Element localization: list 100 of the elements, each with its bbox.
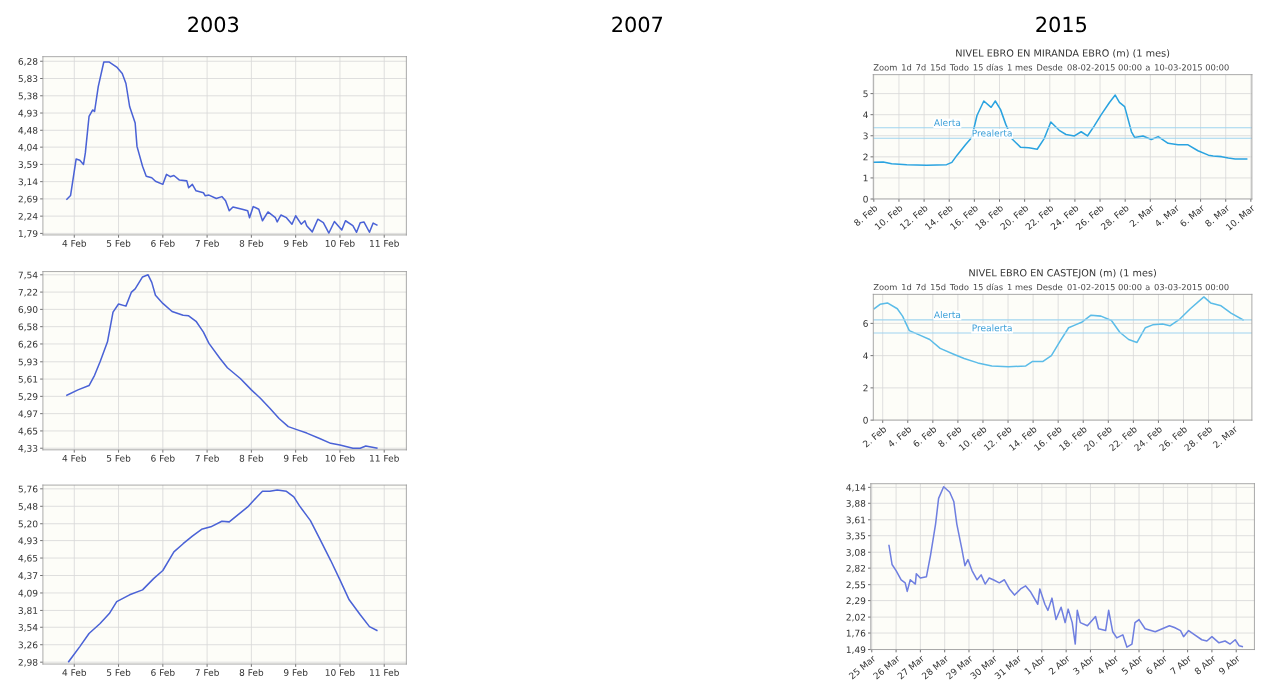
y-tick-label: 3,59 xyxy=(18,161,38,169)
x-tick-label: 2. Feb xyxy=(862,425,887,448)
y-tick-label: 7,54 xyxy=(18,271,38,280)
y-tick-label: 5,93 xyxy=(18,358,38,367)
x-tick-label: 5 Feb xyxy=(106,668,131,676)
y-tick-label: 3,54 xyxy=(18,623,38,632)
text: 1d xyxy=(902,64,912,71)
y-tick-label: 2 xyxy=(863,384,868,392)
x-tick-label: 2. Mar xyxy=(1129,203,1155,228)
y-tick-label: 3,08 xyxy=(846,548,866,557)
x-tick-label: 9 Feb xyxy=(283,668,308,676)
y-tick-label: 6,58 xyxy=(18,323,38,332)
text: 15d xyxy=(931,64,946,71)
x-tick-label: 7 Feb xyxy=(195,668,219,676)
x-tick-label: 8 Feb xyxy=(239,668,264,676)
x-tick-label: 5 Abr xyxy=(1121,654,1144,675)
y-tick-label: 4 xyxy=(863,352,868,360)
chart-title: NIVEL EBRO EN MIRANDA EBRO (m) (1 mes) xyxy=(956,49,1170,58)
x-tick-label: 7 Feb xyxy=(195,454,219,462)
y-tick-label: 3,88 xyxy=(846,500,866,508)
y-tick-label: 2 xyxy=(863,153,868,161)
text: a xyxy=(1145,285,1150,291)
y-tick-label: 2,82 xyxy=(846,564,866,573)
y-tick-label: 5,48 xyxy=(18,503,38,511)
y-tick-label: 5,83 xyxy=(18,75,38,83)
x-tick-label: 9 Feb xyxy=(283,239,308,247)
text: 2007 xyxy=(612,16,663,33)
x-tick-label: 10 Feb xyxy=(325,239,355,247)
x-tick-label: 6 Feb xyxy=(151,668,175,676)
text: 1 mes xyxy=(1007,64,1033,71)
text: 7d xyxy=(916,283,926,291)
y-tick-label: 4,93 xyxy=(18,537,38,546)
y-tick-label: 5,76 xyxy=(18,485,38,494)
text: 2003 xyxy=(188,16,239,33)
y-tick-label: 1,49 xyxy=(846,646,866,655)
x-tick-label: 7 Feb xyxy=(195,239,219,247)
y-tick-label: 6,28 xyxy=(18,57,38,66)
x-tick-label: 6 Feb xyxy=(151,239,175,247)
y-tick-label: 3,26 xyxy=(18,641,38,650)
text: 03-03-2015 00:00 xyxy=(1154,283,1229,291)
x-tick-label: 11 Feb xyxy=(370,239,399,247)
line-series xyxy=(888,485,1244,648)
ref-line-label: Alerta xyxy=(933,119,961,126)
text: 15d xyxy=(931,283,946,291)
text: 2015 xyxy=(1036,16,1087,33)
line-series xyxy=(66,61,378,234)
y-tick-label: 5,38 xyxy=(18,92,38,101)
ref-line-label: Prealerta xyxy=(972,324,1012,332)
y-tick-label: 4,48 xyxy=(18,127,38,135)
y-tick-label: 6,90 xyxy=(18,306,38,314)
y-tick-label: 0 xyxy=(863,416,868,424)
y-tick-label: 4 xyxy=(863,111,868,119)
line-series xyxy=(873,94,1248,167)
line-series xyxy=(67,489,378,663)
x-tick-label: 8 Feb xyxy=(239,239,264,247)
y-tick-label: 5,61 xyxy=(18,375,38,384)
y-tick-label: 1 xyxy=(863,174,868,182)
text: 08-02-2015 00:00 xyxy=(1067,64,1142,71)
text: Zoom xyxy=(873,284,897,291)
text: 15 días xyxy=(973,283,1003,291)
y-tick-label: 0 xyxy=(863,195,868,203)
x-tick-label: 6 Abr xyxy=(1145,654,1168,675)
y-tick-label: 1,76 xyxy=(846,629,866,638)
y-tick-label: 3,14 xyxy=(18,178,38,187)
text: Todo xyxy=(949,64,969,71)
x-tick-label: 4 Abr xyxy=(1096,654,1120,676)
x-tick-label: 5 Feb xyxy=(106,239,131,247)
y-tick-label: 4,37 xyxy=(18,572,38,580)
x-tick-label: 11 Feb xyxy=(370,454,399,462)
x-tick-label: 3 Abr xyxy=(1072,654,1095,675)
y-tick-label: 1,79 xyxy=(18,230,38,238)
y-tick-label: 5,29 xyxy=(18,393,38,401)
line-series xyxy=(66,274,378,449)
text: 1 mes xyxy=(1007,284,1033,291)
y-tick-label: 6 xyxy=(863,320,868,327)
line-series xyxy=(873,296,1244,368)
x-tick-label: 6. Feb xyxy=(912,425,937,448)
y-tick-label: 4,33 xyxy=(18,444,38,453)
y-tick-label: 4,09 xyxy=(18,589,38,598)
x-tick-label: 4. Feb xyxy=(887,425,912,448)
y-tick-label: 3,61 xyxy=(846,516,866,525)
y-tick-label: 5 xyxy=(863,90,868,98)
text: 01-02-2015 00:00 xyxy=(1067,283,1142,291)
text: Zoom xyxy=(873,64,897,71)
y-tick-label: 2,55 xyxy=(846,581,866,590)
text: 10-03-2015 00:00 xyxy=(1155,64,1229,71)
ref-line-label: Alerta xyxy=(933,311,961,319)
x-tick-label: 8 Feb xyxy=(239,454,264,462)
y-tick-label: 3,35 xyxy=(846,532,866,541)
x-tick-label: 9 Feb xyxy=(283,454,308,462)
y-tick-label: 5,20 xyxy=(18,520,38,529)
x-tick-label: 4 Feb xyxy=(62,239,87,247)
y-tick-label: 2,69 xyxy=(18,195,38,204)
y-tick-label: 2,98 xyxy=(18,658,38,667)
x-tick-label: 4. Mar xyxy=(1154,204,1180,228)
text: 15 días xyxy=(973,63,1003,71)
text: Todo xyxy=(949,283,969,291)
y-tick-label: 2,02 xyxy=(846,613,866,622)
y-tick-label: 2,29 xyxy=(846,597,866,606)
x-tick-label: 5 Feb xyxy=(106,454,131,462)
